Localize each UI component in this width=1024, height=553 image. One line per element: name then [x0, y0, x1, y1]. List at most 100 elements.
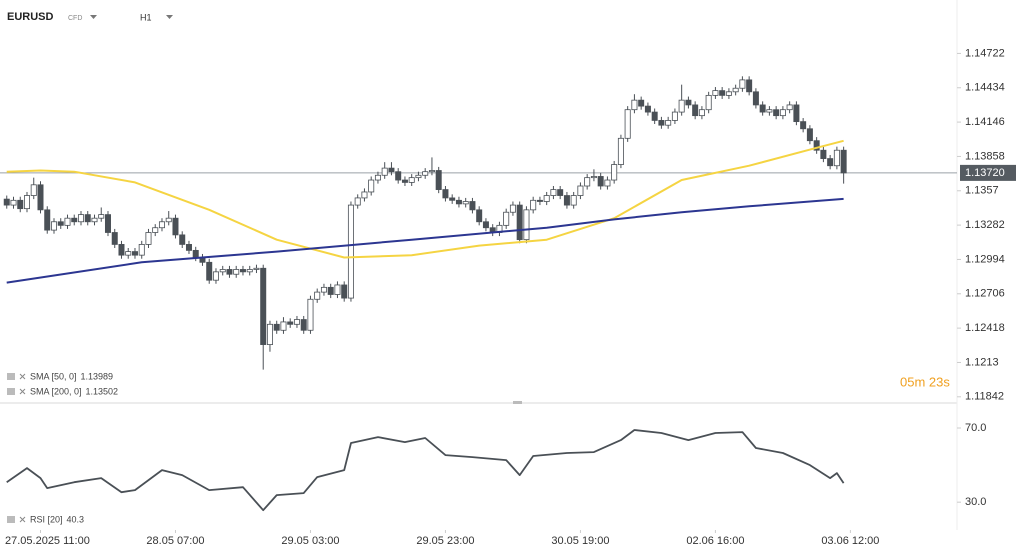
candle-body	[374, 174, 381, 181]
candle-body	[206, 261, 213, 281]
market: CFD	[68, 15, 82, 22]
symbol[interactable]: EURUSD	[7, 11, 54, 23]
candle-body	[671, 111, 678, 121]
candle-body	[624, 109, 631, 139]
candle-body	[833, 149, 840, 167]
candle-body	[604, 179, 611, 187]
legend-close[interactable]	[19, 388, 26, 395]
candle-body	[37, 184, 44, 211]
candle-body	[617, 137, 624, 165]
candle-body	[307, 298, 314, 331]
candle-body	[820, 149, 827, 159]
candle-body	[111, 232, 118, 245]
candle-body	[314, 291, 321, 300]
candle-body	[516, 204, 523, 241]
candle-body	[44, 209, 51, 231]
candle-body	[611, 164, 618, 181]
x-tick-label: 02.06 16:00	[686, 535, 744, 547]
candle-body	[50, 221, 57, 231]
candle-body	[253, 267, 260, 270]
panel-resize-handle[interactable]	[513, 401, 522, 404]
candle-body	[523, 209, 530, 241]
candle-body	[98, 214, 105, 219]
candle-body	[779, 109, 786, 117]
candle-body	[23, 195, 30, 210]
candle-body	[381, 167, 388, 176]
candle-body	[705, 94, 712, 111]
candle-body	[64, 217, 71, 226]
candle-body	[577, 185, 584, 196]
candle-body	[557, 189, 564, 196]
legend-value: 40.3	[67, 514, 85, 524]
candle-body	[300, 319, 307, 331]
legend-close[interactable]	[19, 516, 26, 523]
candle-body	[590, 176, 597, 179]
x-tick-label: 03.06 12:00	[821, 535, 879, 547]
y-tick-label: 1.14434	[965, 82, 1005, 94]
candle-body	[388, 167, 395, 173]
candle-body	[77, 214, 84, 223]
y-tick-label: 1.1357	[965, 185, 999, 197]
candle-body	[476, 209, 483, 223]
candle-body	[732, 87, 739, 93]
candle-body	[631, 99, 638, 111]
candle-body	[840, 149, 847, 174]
candle-body	[482, 221, 489, 229]
y-tick-label: 1.14146	[965, 116, 1005, 128]
candle-body	[773, 109, 780, 117]
legend-value: 1.13502	[86, 386, 119, 396]
y-tick-label: 1.12994	[965, 253, 1005, 265]
candle-body	[354, 197, 361, 206]
candle-body	[408, 177, 415, 183]
timeframe-dropdown[interactable]	[166, 15, 173, 19]
symbol-dropdown[interactable]	[90, 15, 97, 19]
candle-body	[746, 79, 753, 93]
legend-close[interactable]	[19, 373, 26, 380]
candle-body	[563, 195, 570, 206]
candle-body	[91, 217, 98, 223]
candle-body	[786, 104, 793, 111]
x-tick-label: 28.05 07:00	[146, 535, 204, 547]
y-tick-label: 70.0	[965, 422, 986, 434]
candle-body	[449, 197, 456, 201]
legend-name: SMA [200, 0]	[30, 386, 82, 396]
x-tick-label: 30.05 19:00	[551, 535, 609, 547]
legend-icon[interactable]	[7, 388, 15, 395]
legend-icon[interactable]	[7, 373, 15, 380]
x-tick-label: 29.05 03:00	[281, 535, 339, 547]
candle-body	[361, 191, 368, 199]
candle-body	[219, 269, 226, 273]
candle-body	[266, 323, 273, 345]
candle-body	[692, 104, 699, 117]
candle-body	[71, 217, 78, 223]
candle-body	[800, 121, 807, 130]
candle-body	[651, 111, 658, 121]
candle-body	[125, 251, 132, 256]
candle-body	[428, 170, 435, 173]
candle-body	[368, 179, 375, 193]
candle-body	[550, 189, 557, 196]
candle-body	[827, 158, 834, 167]
candle-body	[584, 177, 591, 187]
candle-body	[3, 198, 10, 206]
candle-body	[570, 195, 577, 206]
candle-body	[165, 217, 172, 223]
candle-body	[739, 79, 746, 89]
legend-name: RSI [20]	[30, 514, 63, 524]
candle-body	[712, 90, 719, 96]
candle-body	[597, 176, 604, 187]
candle-body	[503, 211, 510, 226]
candle-body	[152, 227, 159, 233]
candle-body	[30, 184, 37, 196]
candle-body	[509, 204, 516, 213]
candle-body	[638, 99, 645, 107]
candle-body	[273, 323, 280, 331]
timeframe[interactable]: H1	[140, 12, 152, 22]
x-tick-label: 29.05 23:00	[416, 535, 474, 547]
y-tick-label: 1.1213	[965, 356, 999, 368]
legend-icon[interactable]	[7, 516, 15, 523]
candle-body	[280, 321, 287, 331]
candle-body	[665, 120, 672, 126]
candle-body	[226, 269, 233, 275]
candle-body	[57, 221, 64, 226]
